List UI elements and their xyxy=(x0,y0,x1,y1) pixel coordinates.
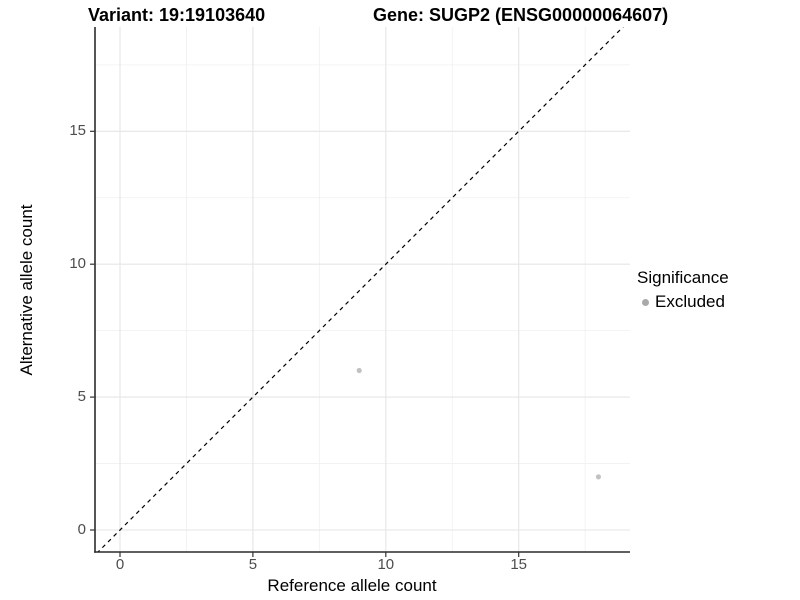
data-point xyxy=(595,474,602,480)
legend-title: Significance xyxy=(637,268,729,287)
variant-title: Variant: 19:19103640 xyxy=(88,5,266,25)
y-tick-label: 10 xyxy=(69,255,86,273)
x-axis-title: Reference allele count xyxy=(267,576,437,595)
legend-items: Excluded xyxy=(637,292,729,312)
legend-item-label: Excluded xyxy=(655,292,725,311)
x-tick-label: 15 xyxy=(510,556,528,573)
legend-key-dot-icon xyxy=(642,298,649,306)
y-tick-label: 15 xyxy=(69,122,86,140)
gene-title: Gene: SUGP2 (ENSG00000064607) xyxy=(373,5,669,25)
y-tick-label: 5 xyxy=(77,388,86,406)
y-tick-label: 0 xyxy=(77,521,86,538)
x-tick-label: 10 xyxy=(377,556,395,573)
legend: Significance Excluded xyxy=(637,268,729,312)
data-point xyxy=(356,367,362,374)
y-axis-title: Alternative allele count xyxy=(17,204,36,376)
legend-item: Excluded xyxy=(637,292,729,312)
plot-panel xyxy=(90,27,630,557)
x-tick-label: 0 xyxy=(115,556,125,573)
identity-line xyxy=(97,27,624,552)
x-tick-label: 5 xyxy=(248,556,258,573)
